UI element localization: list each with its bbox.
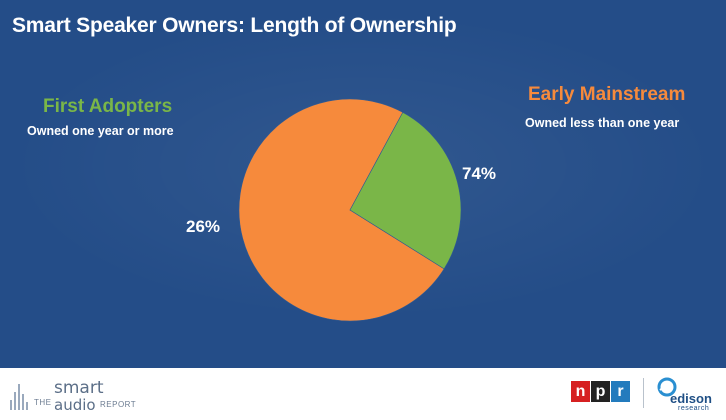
pie-slice-early-mainstream [238, 98, 445, 322]
first-adopters-percent-label: 26% [186, 217, 221, 236]
footer-bar: THE smart audio REPORT n p r edison rese… [0, 368, 726, 420]
first-adopters-subtitle: Owned one year or more [27, 124, 174, 138]
smart-audio-report-logo: THE smart audio REPORT [10, 376, 170, 414]
npr-letter-p: p [591, 381, 610, 402]
footer-divider [643, 378, 644, 408]
report-logo-the: THE [34, 398, 52, 407]
early-mainstream-percent-label: 74% [462, 164, 497, 183]
edison-subtitle: research [678, 405, 710, 412]
chart-title: Smart Speaker Owners: Length of Ownershi… [12, 14, 457, 37]
npr-logo: n p r [571, 381, 630, 402]
edison-wordmark: edison [670, 391, 712, 406]
report-logo-audio: audio [54, 396, 96, 414]
early-mainstream-subtitle: Owned less than one year [525, 116, 680, 130]
report-logo-smart: smart [54, 378, 104, 398]
npr-letter-r: r [611, 381, 630, 402]
first-adopters-heading: First Adopters [43, 96, 173, 117]
edison-research-logo: edison research [656, 374, 722, 414]
sound-wave-icon [10, 380, 40, 410]
pie-chart-svg [238, 98, 462, 322]
npr-letter-n: n [571, 381, 590, 402]
pie-chart [238, 98, 462, 322]
early-mainstream-heading: Early Mainstream [528, 84, 686, 105]
edison-swirl-icon [657, 377, 677, 397]
pie-slice-first-adopters [349, 111, 462, 270]
report-logo-report: REPORT [100, 400, 137, 409]
